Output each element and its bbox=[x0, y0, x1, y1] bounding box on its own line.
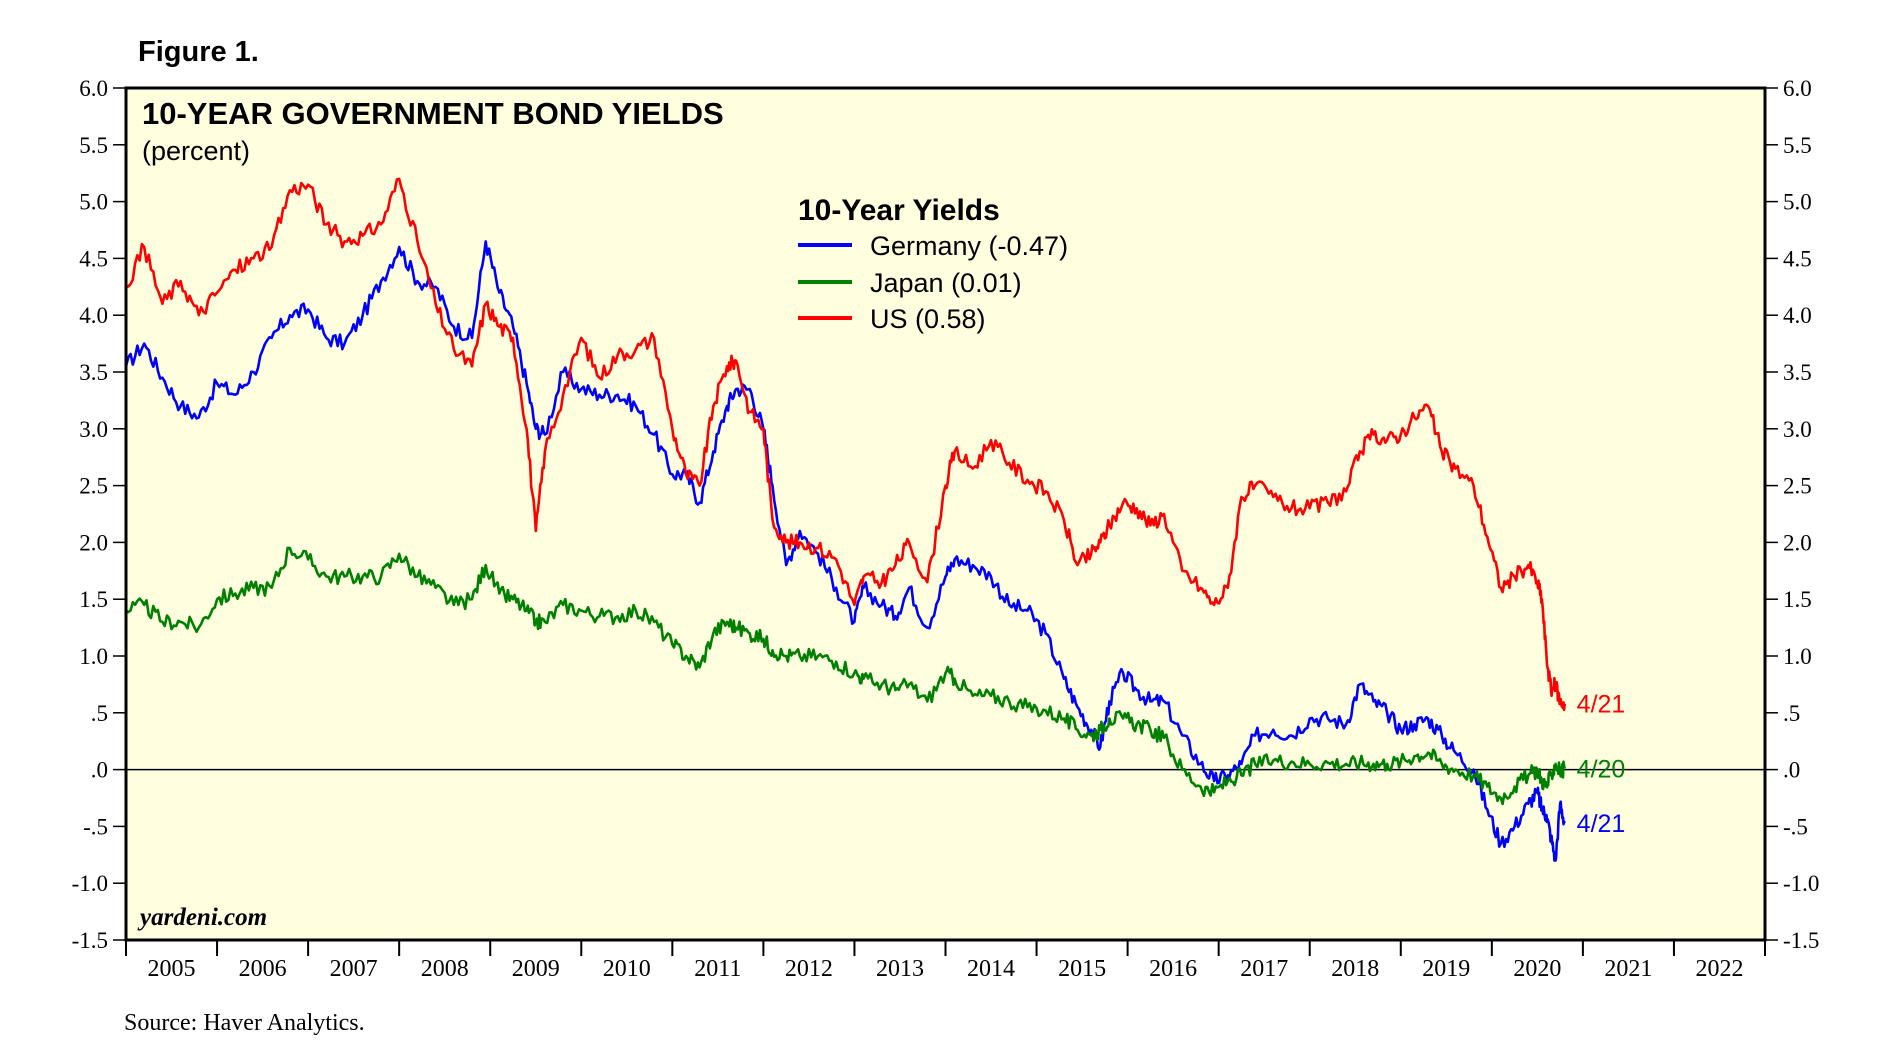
x-year-label: 2022 bbox=[1695, 956, 1743, 982]
y-tick-label-right: 2.5 bbox=[1783, 474, 1812, 499]
legend-item-japan: Japan (0.01) bbox=[870, 268, 1022, 298]
x-year-label: 2005 bbox=[148, 956, 196, 982]
legend-item-us: US (0.58) bbox=[870, 304, 986, 334]
y-tick-label-right: -.5 bbox=[1783, 814, 1808, 839]
series-line-germany bbox=[126, 240, 1566, 862]
y-tick-label-right: .0 bbox=[1783, 758, 1800, 783]
y-tick-label-left: 5.0 bbox=[79, 190, 108, 215]
y-tick-label-right: 3.5 bbox=[1783, 360, 1812, 385]
source-note: Source: Haver Analytics. bbox=[124, 1010, 365, 1036]
watermark: yardeni.com bbox=[137, 904, 267, 931]
y-tick-label-left: -.5 bbox=[83, 814, 108, 839]
figure-label: Figure 1. bbox=[138, 36, 259, 68]
x-year-label: 2020 bbox=[1513, 956, 1561, 982]
x-year-label: 2011 bbox=[694, 956, 741, 982]
y-tick-label-right: -1.5 bbox=[1783, 928, 1819, 953]
y-tick-label-left: 4.0 bbox=[79, 303, 108, 328]
x-year-label: 2015 bbox=[1058, 956, 1106, 982]
x-year-label: 2007 bbox=[330, 956, 378, 982]
y-tick-label-left: 2.0 bbox=[79, 530, 108, 555]
x-year-label: 2010 bbox=[603, 956, 651, 982]
x-year-label: 2009 bbox=[512, 956, 560, 982]
right-axis: -1.5 -1.0 -.5 .0 .5 1.0 1.5 2.0 2.5 3.0 3.5 4.0 4.5 5… bbox=[1765, 76, 1819, 953]
end-label-us: 4/21 bbox=[1577, 691, 1626, 719]
end-labels: 4/21 4/20 4/21 bbox=[1577, 691, 1626, 838]
x-year-label: 2006 bbox=[239, 956, 287, 982]
x-year-label: 2016 bbox=[1149, 956, 1197, 982]
y-tick-label-left: 4.5 bbox=[79, 246, 108, 271]
x-year-label: 2021 bbox=[1604, 956, 1652, 982]
y-tick-label-right: 4.0 bbox=[1783, 303, 1812, 328]
y-tick-label-right: 6.0 bbox=[1783, 76, 1812, 101]
y-tick-label-left: -1.0 bbox=[72, 871, 108, 896]
series-line-us bbox=[126, 177, 1566, 712]
x-year-label: 2018 bbox=[1331, 956, 1379, 982]
legend-title: 10-Year Yields bbox=[798, 194, 1000, 227]
legend-item-germany: Germany (-0.47) bbox=[870, 231, 1068, 261]
y-tick-label-right: 1.0 bbox=[1783, 644, 1812, 669]
x-year-label: 2019 bbox=[1422, 956, 1470, 982]
y-tick-label-left: 3.5 bbox=[79, 360, 108, 385]
series-line-japan bbox=[126, 546, 1566, 806]
y-tick-label-right: .5 bbox=[1783, 701, 1800, 726]
end-label-germany: 4/21 bbox=[1577, 810, 1626, 838]
x-year-label: 2017 bbox=[1240, 956, 1288, 982]
series-lines bbox=[126, 177, 1566, 862]
end-label-japan: 4/20 bbox=[1577, 755, 1626, 783]
chart-subtitle: (percent) bbox=[142, 136, 250, 166]
y-tick-label-right: 5.5 bbox=[1783, 133, 1812, 158]
x-year-label: 2014 bbox=[967, 956, 1015, 982]
y-tick-label-right: 1.5 bbox=[1783, 587, 1812, 612]
x-year-label: 2012 bbox=[785, 956, 833, 982]
y-tick-label-right: 3.0 bbox=[1783, 417, 1812, 442]
y-tick-label-left: .0 bbox=[91, 758, 108, 783]
plot-frame bbox=[124, 86, 1767, 942]
y-tick-label-left: 3.0 bbox=[79, 417, 108, 442]
left-axis: -1.5 -1.0 -.5 .0 .5 1.0 1.5 2.0 2.5 3.0 3.5 4.0 4.5 5… bbox=[72, 76, 126, 953]
y-tick-label-left: 1.5 bbox=[79, 587, 108, 612]
y-tick-label-left: 5.5 bbox=[79, 133, 108, 158]
y-tick-label-left: 1.0 bbox=[79, 644, 108, 669]
x-year-label: 2013 bbox=[876, 956, 924, 982]
y-tick-label-right: -1.0 bbox=[1783, 871, 1819, 896]
y-tick-label-right: 4.5 bbox=[1783, 246, 1812, 271]
x-year-label: 2008 bbox=[421, 956, 469, 982]
y-tick-label-left: 2.5 bbox=[79, 474, 108, 499]
y-tick-label-right: 2.0 bbox=[1783, 530, 1812, 555]
y-tick-label-left: .5 bbox=[91, 701, 108, 726]
plot-area bbox=[126, 88, 1765, 940]
bottom-axis: 2005 2006 2007 2008 2009 2010 2011 2012 2013 2014… bbox=[125, 940, 1766, 982]
legend: 10-Year Yields Germany (-0.47) Japan (0.… bbox=[798, 194, 1068, 334]
y-tick-label-right: 5.0 bbox=[1783, 190, 1812, 215]
y-tick-label-left: 6.0 bbox=[79, 76, 108, 101]
chart-title: 10-YEAR GOVERNMENT BOND YIELDS bbox=[142, 96, 724, 131]
y-tick-label-left: -1.5 bbox=[72, 928, 108, 953]
